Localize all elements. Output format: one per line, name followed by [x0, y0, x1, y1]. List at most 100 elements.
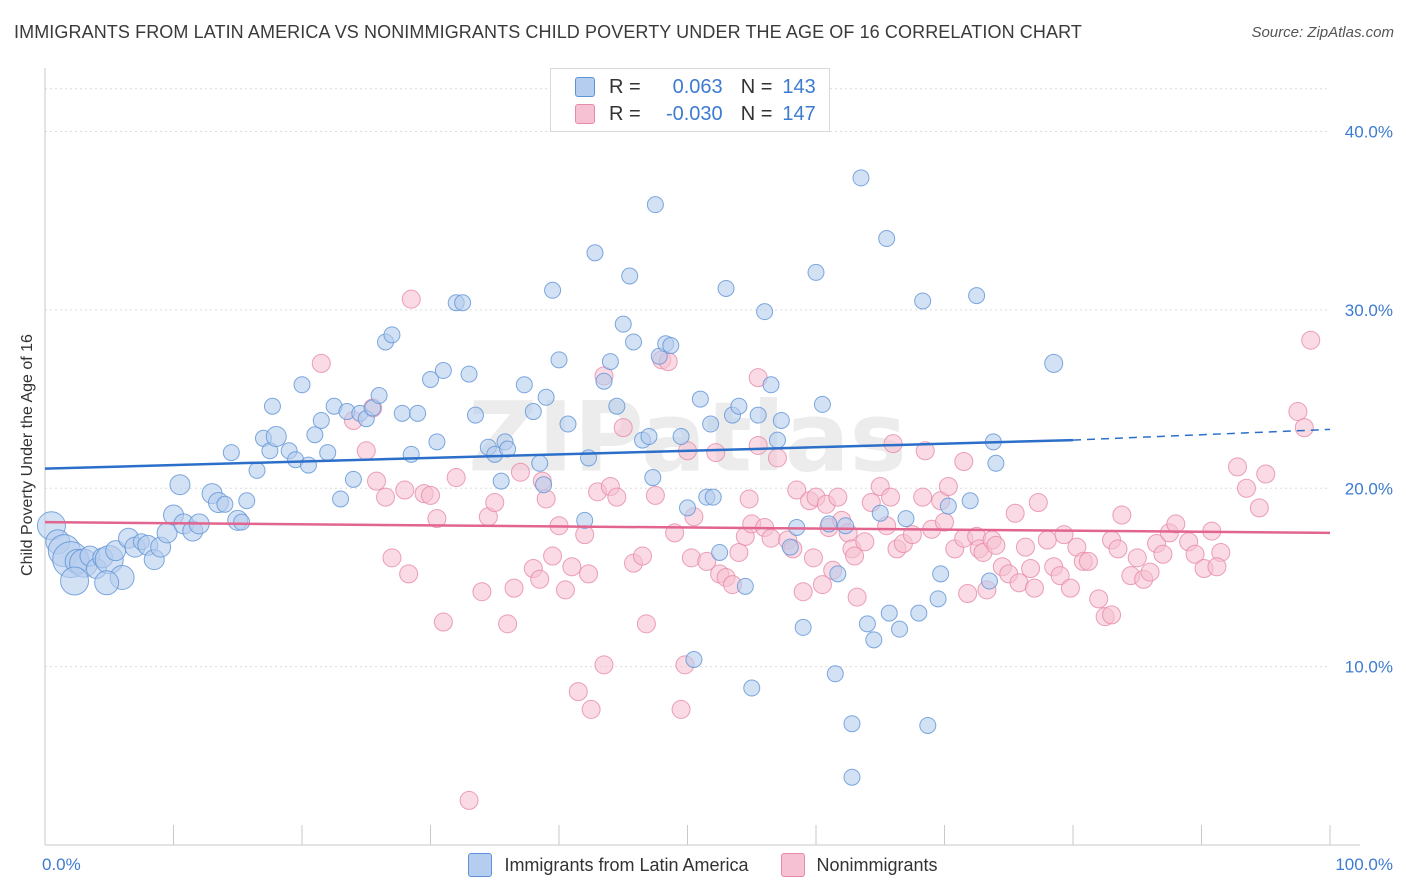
r-value: 0.063	[672, 75, 723, 98]
legend-row-blue: R = 0.063 N = 143	[575, 74, 816, 100]
point-nonimmigrants	[311, 353, 331, 373]
point-immigrants	[608, 397, 626, 415]
point-immigrants	[852, 169, 870, 187]
legend-row-pink: R = -0.030 N = 147	[575, 101, 816, 127]
point-nonimmigrants	[555, 580, 575, 600]
point-nonimmigrants	[803, 548, 823, 568]
y-tick-label: 10.0%	[1345, 658, 1393, 677]
legend-item-immigrants[interactable]: Immigrants from Latin America	[468, 853, 749, 877]
point-immigrants	[544, 281, 562, 299]
point-nonimmigrants	[706, 443, 726, 463]
point-immigrants	[595, 372, 613, 390]
legend-swatch-pink	[575, 104, 595, 124]
point-nonimmigrants	[607, 487, 627, 507]
trendline-immigrants	[44, 438, 1074, 470]
point-nonimmigrants	[812, 575, 832, 595]
point-nonimmigrants	[793, 582, 813, 602]
trendline-immigrants-extension	[1072, 428, 1331, 441]
point-immigrants	[492, 472, 510, 490]
series-legend: Immigrants from Latin America Nonimmigra…	[0, 852, 1406, 878]
point-immigrants	[858, 615, 876, 633]
point-nonimmigrants	[645, 485, 665, 505]
point-immigrants	[344, 470, 362, 488]
point-nonimmigrants	[1005, 503, 1025, 523]
point-immigrants	[717, 279, 735, 297]
point-nonimmigrants	[1078, 551, 1098, 571]
point-immigrants	[60, 566, 90, 596]
point-nonimmigrants	[1108, 539, 1128, 559]
point-nonimmigrants	[356, 441, 376, 461]
r-value: -0.030	[665, 102, 723, 125]
point-nonimmigrants	[1236, 478, 1256, 498]
point-immigrants	[807, 263, 825, 281]
point-immigrants	[749, 406, 767, 424]
point-nonimmigrants	[847, 587, 867, 607]
point-immigrants	[515, 376, 533, 394]
point-nonimmigrants	[485, 493, 505, 513]
correlation-legend: R = 0.063 N = 143 R = -0.030 N = 147	[550, 68, 830, 132]
point-immigrants	[865, 631, 883, 649]
point-nonimmigrants	[568, 682, 588, 702]
legend-label-immigrants: Immigrants from Latin America	[504, 854, 749, 875]
point-nonimmigrants	[472, 582, 492, 602]
point-nonimmigrants	[433, 612, 453, 632]
point-immigrants	[702, 415, 720, 433]
point-immigrants	[871, 504, 889, 522]
point-nonimmigrants	[1301, 330, 1321, 350]
point-nonimmigrants	[828, 487, 848, 507]
point-immigrants	[169, 474, 191, 496]
point-immigrants	[691, 390, 709, 408]
n-key: N =	[740, 102, 773, 125]
point-immigrants	[222, 444, 240, 462]
point-immigrants	[910, 604, 928, 622]
point-nonimmigrants	[504, 578, 524, 598]
point-nonimmigrants	[579, 564, 599, 584]
point-nonimmigrants	[954, 452, 974, 471]
point-immigrants	[614, 315, 632, 333]
legend-swatch-immigrants	[468, 853, 493, 877]
point-immigrants	[704, 488, 722, 506]
point-immigrants	[248, 461, 266, 479]
point-nonimmigrants	[367, 471, 387, 491]
point-immigrants	[644, 469, 662, 487]
point-immigrants	[711, 543, 729, 561]
point-immigrants	[263, 397, 281, 415]
point-nonimmigrants	[1207, 557, 1227, 577]
point-nonimmigrants	[761, 528, 781, 548]
point-immigrants	[980, 572, 998, 590]
legend-swatch-blue	[575, 77, 595, 97]
point-nonimmigrants	[1140, 562, 1160, 582]
legend-swatch-nonimmigrants	[780, 853, 805, 877]
point-immigrants	[393, 404, 411, 422]
point-immigrants	[625, 333, 643, 351]
point-nonimmigrants	[671, 699, 691, 719]
point-nonimmigrants	[767, 448, 787, 468]
point-immigrants	[576, 511, 594, 529]
point-immigrants	[621, 267, 639, 285]
point-nonimmigrants	[1024, 578, 1044, 598]
y-tick-label: 20.0%	[1345, 479, 1393, 498]
point-immigrants	[293, 376, 311, 394]
trendline-nonimmigrants	[44, 520, 1331, 535]
point-nonimmigrants	[1112, 505, 1132, 525]
point-immigrants	[929, 590, 947, 608]
point-immigrants	[813, 395, 831, 413]
legend-label-nonimmigrants: Nonimmigrants	[816, 854, 938, 875]
point-immigrants	[466, 406, 484, 424]
point-nonimmigrants	[399, 564, 419, 584]
point-immigrants	[794, 618, 812, 636]
point-nonimmigrants	[530, 569, 550, 589]
point-nonimmigrants	[510, 462, 530, 482]
n-value: 147	[782, 102, 816, 125]
point-nonimmigrants	[681, 548, 701, 568]
point-immigrants	[781, 538, 799, 556]
point-immigrants	[878, 230, 896, 248]
point-immigrants	[826, 665, 844, 683]
point-immigrants	[640, 428, 658, 446]
point-nonimmigrants	[748, 435, 768, 455]
point-immigrants	[332, 490, 350, 508]
point-nonimmigrants	[382, 548, 402, 568]
point-nonimmigrants	[1288, 402, 1308, 422]
point-immigrants	[662, 337, 680, 355]
legend-item-nonimmigrants[interactable]: Nonimmigrants	[780, 853, 938, 877]
